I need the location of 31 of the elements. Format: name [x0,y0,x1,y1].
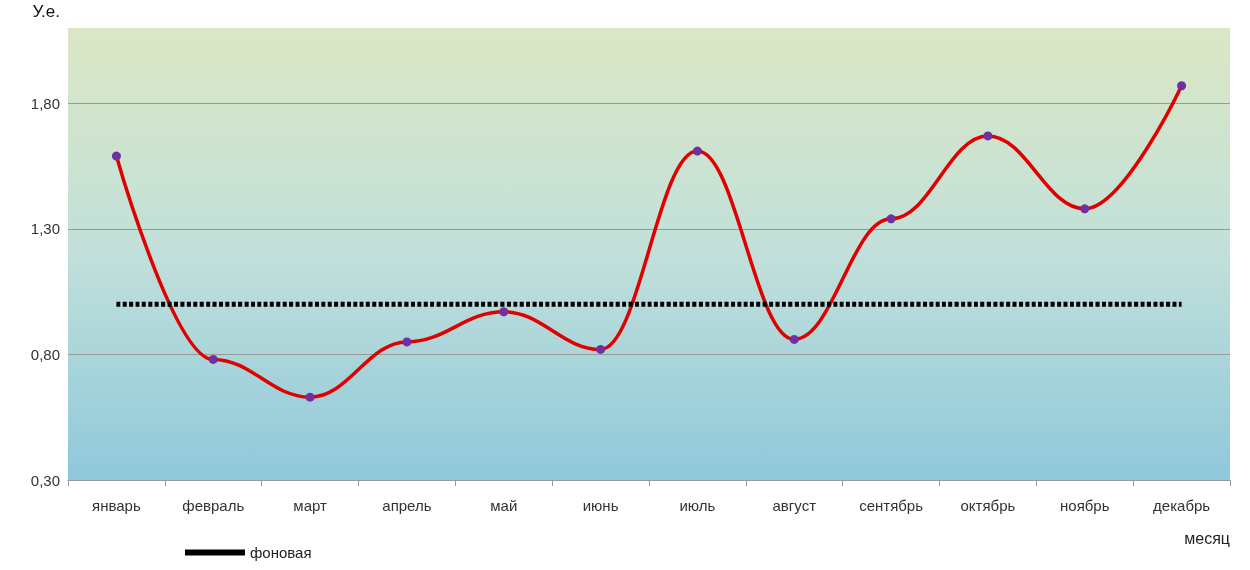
y-tick-label: 0,80 [30,345,60,363]
point [789,334,799,344]
x-tick-label: сентябрь [859,497,924,514]
point [692,146,702,156]
point [886,214,896,224]
x-tick-label: февраль [182,497,245,514]
point [305,392,315,402]
x-tick-label: июль [679,497,716,514]
legend-label: фоновая [250,544,312,561]
point [596,344,606,354]
point [111,151,121,161]
point [402,337,412,347]
x-tick-label: декабрь [1153,497,1211,514]
y-tick-label: 1,80 [30,94,60,112]
x-tick-label: апрель [382,497,432,514]
x-tick-label: март [293,497,327,514]
y-axis-title: У.е. [32,2,60,21]
point [499,307,509,317]
point [983,131,993,141]
x-tick-label: май [490,497,518,514]
x-tick-label: июнь [582,497,619,514]
x-tick-label: октябрь [960,497,1016,514]
y-tick-label: 1,30 [30,220,60,238]
x-tick-label: ноябрь [1060,497,1110,514]
x-axis-title: месяц [1184,529,1230,547]
x-tick-label: август [772,497,817,514]
point [1177,81,1187,91]
point [208,354,218,364]
y-tick-label: 0,30 [30,471,60,489]
point [1080,204,1090,214]
x-tick-label: январь [92,497,141,514]
